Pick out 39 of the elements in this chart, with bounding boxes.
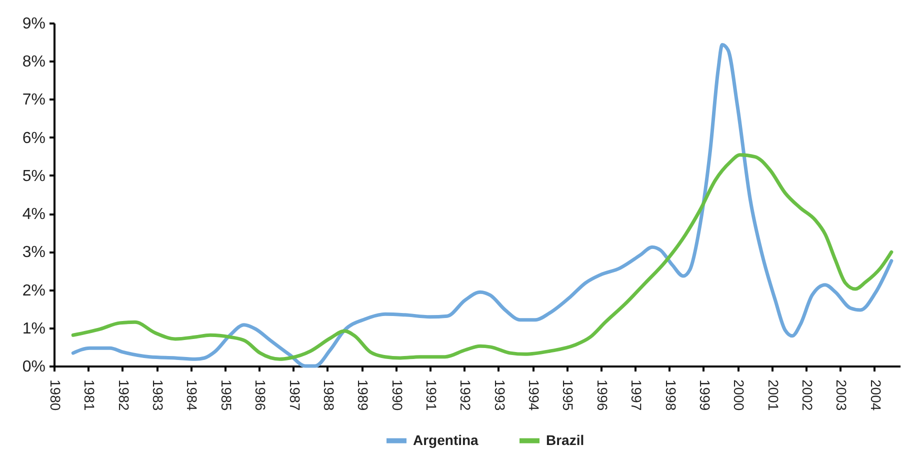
x-tick-label: 2003 — [834, 380, 850, 411]
line-series — [71, 42, 894, 368]
legend-label: Argentina — [413, 432, 479, 448]
x-tick-label: 1987 — [286, 380, 303, 411]
x-tick-label: 2001 — [765, 380, 782, 411]
y-tick-label: 3% — [22, 244, 46, 262]
x-tick-label: 1997 — [628, 380, 645, 411]
x-tick-label: 1990 — [389, 380, 406, 411]
x-tick-label: 1984 — [184, 380, 200, 411]
x-tick-label: 1991 — [424, 380, 440, 411]
y-tick-label: 8% — [22, 54, 46, 71]
x-tick-label: 2002 — [800, 380, 816, 411]
y-tick-label: 7% — [22, 92, 46, 109]
y-tick-label: 5% — [22, 168, 46, 185]
x-tick-label: 1989 — [355, 380, 372, 411]
x-tick-label: 1982 — [116, 380, 132, 411]
x-tick-label: 1986 — [252, 380, 269, 411]
legend-label: Brazil — [546, 432, 584, 448]
x-tick-label: 1995 — [560, 380, 576, 411]
y-tick-label: 4% — [22, 206, 46, 224]
x-tick-label: 1992 — [458, 380, 474, 411]
x-tick-label: 1988 — [320, 380, 337, 411]
x-tick-label: 1993 — [492, 380, 508, 411]
x-tick-label: 1999 — [696, 380, 713, 411]
y-tick-label: 9% — [22, 16, 46, 32]
x-tick-label: 2004 — [868, 380, 884, 411]
x-tick-label: 2000 — [731, 380, 748, 411]
x-tick-label: 1985 — [218, 380, 234, 411]
x-tick-label: 1981 — [82, 380, 98, 411]
x-tick-label: 1983 — [150, 380, 166, 411]
x-tick-label: 1998 — [662, 380, 679, 411]
line-series — [71, 153, 894, 361]
x-tick-label: 1980 — [48, 380, 64, 411]
x-tick-label: 1996 — [594, 380, 610, 411]
y-tick-label: 1% — [22, 320, 46, 338]
x-tick-label: 1994 — [526, 380, 542, 411]
y-tick-label: 6% — [22, 130, 46, 147]
y-tick-label: 2% — [22, 282, 46, 300]
y-tick-label: 0% — [22, 358, 46, 376]
